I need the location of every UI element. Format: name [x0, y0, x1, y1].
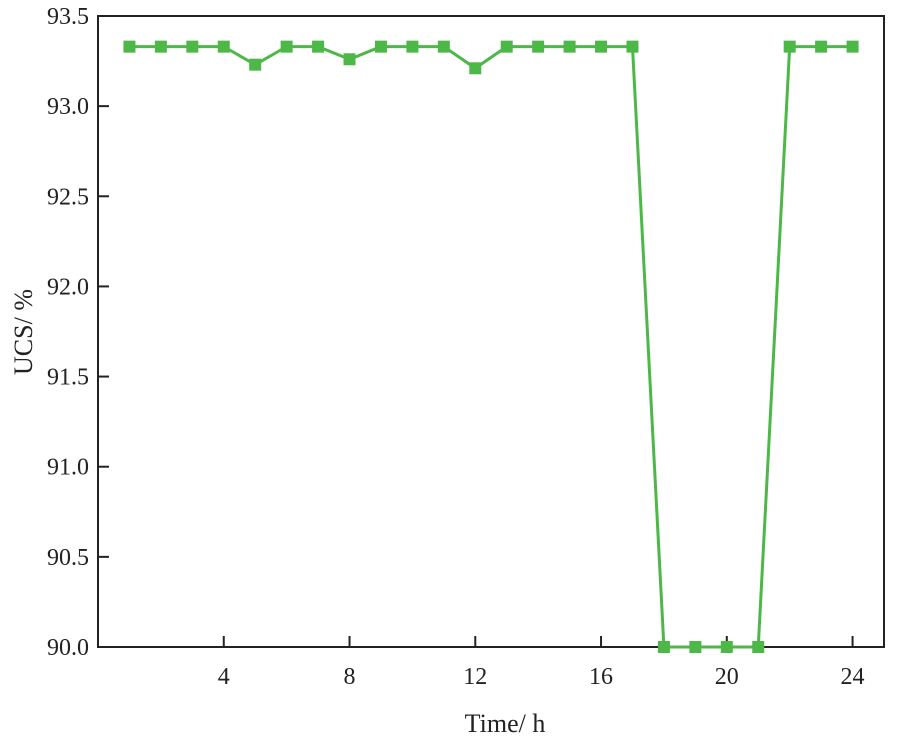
data-point-marker [280, 40, 293, 53]
data-point-marker [186, 40, 199, 53]
y-tick-label: 92.5 [47, 184, 89, 210]
x-axis-title: Time/ h [465, 709, 546, 738]
data-point-marker [563, 40, 576, 53]
data-point-marker [783, 40, 796, 53]
plot-frame [97, 15, 885, 648]
y-tick-label: 93.5 [47, 4, 89, 30]
data-point-marker [406, 40, 419, 53]
data-point-marker [846, 40, 859, 53]
y-tick-label: 91.0 [47, 455, 89, 481]
y-axis-title: UCS/ % [9, 289, 38, 375]
series-line-segment [631, 52, 666, 642]
data-point-marker [312, 40, 325, 53]
x-tick-label: 20 [715, 664, 739, 690]
x-tick-label: 4 [218, 664, 230, 690]
x-tick-label: 16 [589, 664, 613, 690]
series-line-segment [478, 48, 504, 67]
y-tick-label: 90.5 [47, 545, 89, 571]
y-tick-label: 93.0 [47, 94, 89, 120]
data-point-marker [437, 40, 450, 53]
series-line-segment [757, 52, 791, 642]
x-tick-label: 12 [463, 664, 487, 690]
y-tick-label: 91.5 [47, 365, 89, 391]
data-point-marker [657, 641, 670, 653]
y-axis: 90.0 90.5 91.0 91.5 92.0 92.5 93.0 93.5 [47, 4, 109, 661]
y-tick-label: 92.0 [47, 274, 89, 300]
data-point-marker [626, 40, 639, 53]
data-point-marker [374, 40, 387, 53]
data-point-marker [123, 40, 136, 53]
series-layer [123, 40, 859, 653]
data-point-marker [752, 641, 765, 653]
data-point-marker [532, 40, 545, 53]
x-tick-label: 24 [841, 664, 865, 690]
data-point-marker [343, 53, 356, 66]
y-tick-label: 90.0 [47, 635, 89, 661]
data-point-marker [500, 40, 513, 53]
series-line-segment [259, 48, 283, 64]
series-line-segment [322, 47, 345, 59]
data-point-marker [815, 40, 828, 53]
x-axis: 4 8 12 16 20 24 [218, 636, 865, 690]
data-point-marker [720, 641, 733, 653]
data-point-marker [469, 62, 482, 75]
series-line-segment [227, 48, 252, 64]
series-line-segment [447, 48, 472, 67]
data-point-marker [689, 641, 702, 653]
data-point-marker [154, 40, 167, 53]
data-point-marker [595, 40, 608, 53]
data-point-marker [249, 58, 262, 71]
data-point-marker [217, 40, 230, 53]
x-tick-label: 8 [344, 664, 356, 690]
series-line-segment [354, 47, 377, 59]
